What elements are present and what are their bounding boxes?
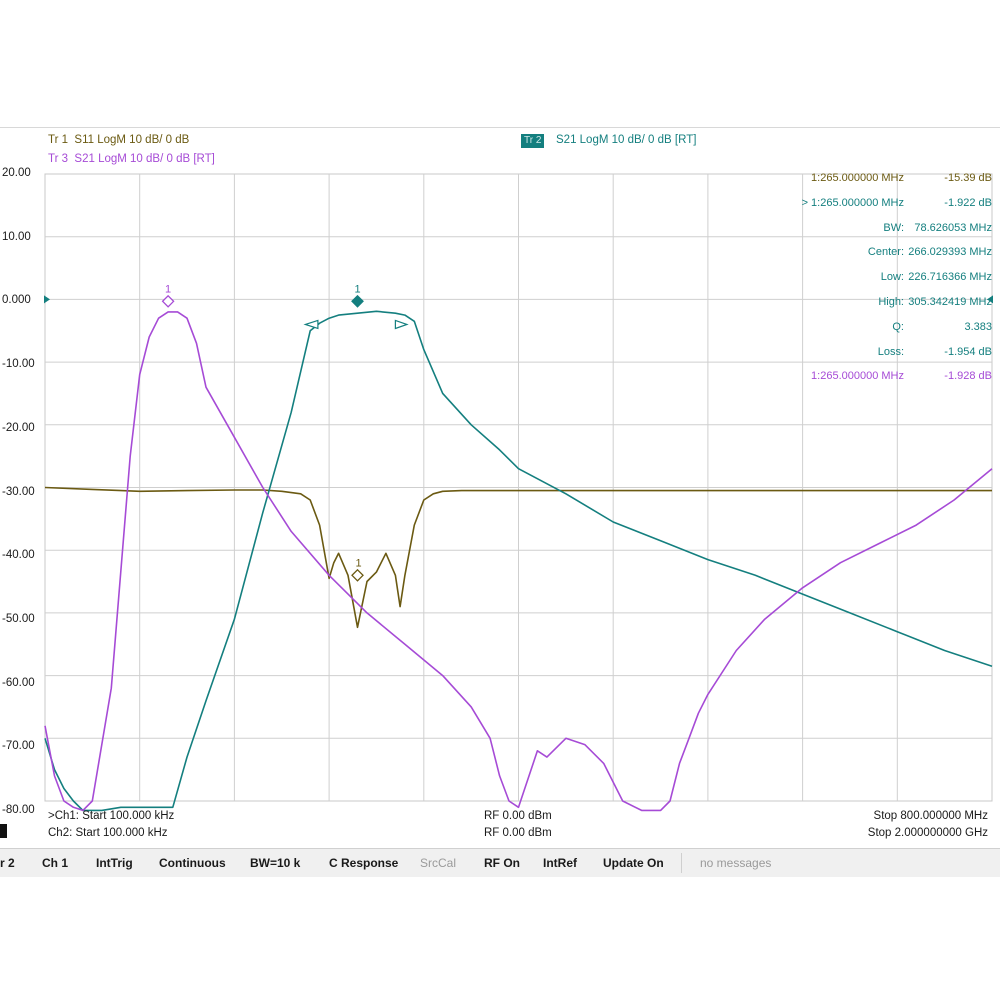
marker-readout-label: Q:	[892, 320, 904, 333]
top-border	[0, 127, 1000, 128]
status-trace[interactable]: r 2	[0, 856, 15, 870]
status-source-cal[interactable]: SrcCal	[420, 856, 457, 870]
marker-readout-value: 3.383	[964, 320, 992, 333]
marker-readout-row: High: 305.342419 MHz	[700, 296, 992, 310]
status-messages: no messages	[700, 856, 772, 870]
trace-3-marker-1	[161, 294, 175, 308]
reference-level-arrow-right	[987, 295, 993, 304]
trace-3-desc: S21 LogM 10 dB/ 0 dB [RT]	[74, 153, 215, 165]
marker-readout-label: Low:	[880, 271, 904, 284]
marker-readout-label: > 1:265.000000 MHz	[801, 196, 904, 209]
marker-readout-value: 266.029393 MHz	[908, 246, 992, 259]
trace-3-name: Tr 3	[48, 153, 69, 165]
y-tick-label: -70.00	[2, 740, 35, 753]
ch1-rf-power: RF 0.00 dBm	[484, 810, 552, 822]
trace-3-s21-line	[44, 311, 993, 812]
marker-readout-label: 1:265.000000 MHz	[811, 172, 904, 184]
y-tick-label: -30.00	[2, 485, 35, 498]
ch2-start: Ch2: Start 100.000 kHz	[48, 827, 168, 839]
marker-readout-value: 226.716366 MHz	[908, 271, 992, 284]
marker-readout-value: -1.922 dB	[944, 196, 992, 209]
y-tick-label: -20.00	[2, 421, 35, 434]
trace-1-desc: S11 LogM 10 dB/ 0 dB	[74, 134, 190, 146]
trace-1-marker-tag: 1	[355, 557, 361, 569]
marker-readout-row: Q: 3.383	[700, 321, 992, 335]
marker-readout-value: -1.928 dB	[944, 370, 992, 383]
y-tick-label: -10.00	[2, 358, 35, 371]
marker-readout-label: BW:	[883, 221, 904, 234]
status-rf-power[interactable]: RF On	[484, 856, 520, 870]
y-tick-label: -60.00	[2, 676, 35, 689]
trace-2-bw-high-marker	[394, 319, 409, 330]
trace-3-label[interactable]: Tr 3 S21 LogM 10 dB/ 0 dB [RT]	[48, 153, 215, 165]
ch2-stop: Stop 2.000000000 GHz	[867, 827, 988, 839]
status-reference[interactable]: IntRef	[543, 856, 577, 870]
status-channel[interactable]: Ch 1	[42, 856, 69, 870]
y-tick-label: 10.00	[2, 230, 31, 243]
trace-2-marker-tag: 1	[354, 283, 360, 295]
ch1-start: >Ch1: Start 100.000 kHz	[48, 810, 175, 822]
marker-readout-row: 1:265.000000 MHz -15.39 dB	[700, 172, 992, 186]
trace-3-marker-tag: 1	[165, 283, 171, 295]
marker-readout-value: 78.626053 MHz	[914, 221, 992, 234]
marker-readout-row: Low: 226.716366 MHz	[700, 271, 992, 285]
marker-readout-row: > 1:265.000000 MHz -1.922 dB	[700, 197, 992, 211]
y-tick-label: 0.000	[2, 294, 31, 307]
trace-2-desc[interactable]: S21 LogM 10 dB/ 0 dB [RT]	[556, 134, 697, 146]
marker-readout-row: Loss: -1.954 dB	[700, 346, 992, 360]
y-tick-label: -50.00	[2, 612, 35, 625]
marker-readout-label: 1:265.000000 MHz	[811, 370, 904, 383]
trace-2-marker-1	[351, 294, 364, 308]
marker-readout-label: High:	[878, 296, 904, 308]
reference-level-arrow-left	[44, 295, 50, 304]
marker-readout-value: -15.39 dB	[944, 172, 992, 184]
marker-readout-label: Loss:	[877, 345, 904, 358]
marker-readout-row: Center: 266.029393 MHz	[700, 246, 992, 260]
y-tick-label: 20.00	[2, 167, 31, 179]
marker-readout-row: BW: 78.626053 MHz	[700, 222, 992, 236]
trace-2-s21-line	[44, 310, 993, 812]
ch1-stop: Stop 800.000000 MHz	[873, 810, 988, 822]
status-update[interactable]: Update On	[603, 856, 664, 870]
trace-1-name: Tr 1	[48, 134, 69, 146]
status-bar: r 2 Ch 1 IntTrig Continuous BW=10 k C Re…	[0, 848, 1000, 877]
y-tick-label: -40.00	[2, 549, 35, 562]
y-tick-label: -80.00	[2, 804, 35, 816]
status-calibration[interactable]: C Response	[329, 856, 399, 870]
ch2-rf-power: RF 0.00 dBm	[484, 827, 552, 839]
status-if-bandwidth[interactable]: BW=10 k	[250, 856, 301, 870]
status-separator	[681, 853, 682, 873]
marker-readout-value: 305.342419 MHz	[908, 296, 992, 308]
trace-1-label[interactable]: Tr 1 S11 LogM 10 dB/ 0 dB	[48, 134, 189, 146]
trace-2-active-badge[interactable]: Tr 2	[521, 134, 545, 148]
trace-2-bw-low-marker	[303, 319, 319, 330]
channel-indicator	[0, 824, 7, 838]
trace-1-marker-1	[351, 568, 364, 582]
status-trigger-source[interactable]: IntTrig	[96, 856, 133, 870]
marker-readout-row: 1:265.000000 MHz -1.928 dB	[700, 370, 992, 384]
marker-readout-value: -1.954 dB	[944, 345, 992, 358]
marker-readout-label: Center:	[867, 246, 904, 259]
status-trigger-mode[interactable]: Continuous	[159, 856, 226, 870]
